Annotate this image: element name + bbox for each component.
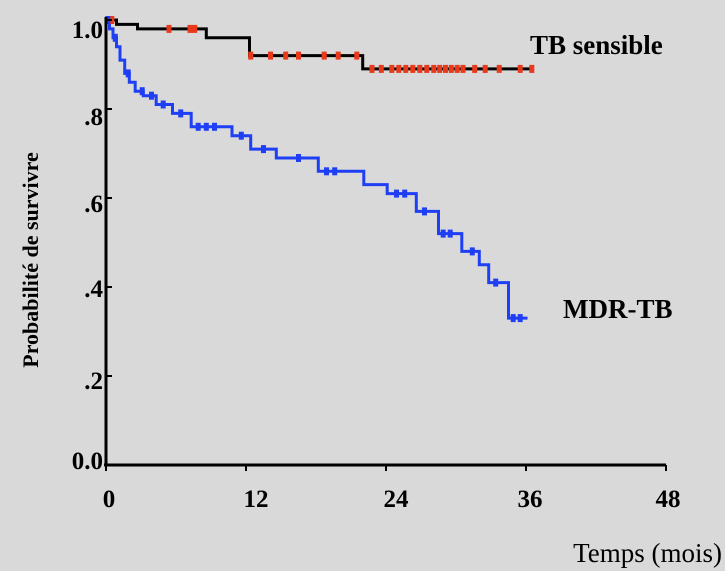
censor-mark-mdr-tb xyxy=(160,100,166,109)
x-tick-label: 36 xyxy=(518,486,543,513)
y-tick-label: 0.0 xyxy=(72,448,103,475)
censor-mark-tb-sensible xyxy=(248,51,254,60)
tick-marks-layer xyxy=(105,19,667,471)
y-tick-label: .4 xyxy=(84,276,103,303)
censor-mark-mdr-tb xyxy=(195,122,201,131)
x-tick-label: 48 xyxy=(656,486,681,513)
censor-mark-mdr-tb xyxy=(510,314,516,323)
censor-mark-tb-sensible xyxy=(268,51,273,60)
censor-mark-mdr-tb xyxy=(324,167,329,176)
censor-mark-tb-sensible xyxy=(166,24,172,33)
series-label-mdr-tb: MDR-TB xyxy=(563,294,673,324)
censor-mark-mdr-tb xyxy=(422,207,427,216)
censor-mark-tb-sensible xyxy=(369,64,375,73)
censor-mark-tb-sensible xyxy=(410,64,416,73)
x-tick-label: 12 xyxy=(244,486,269,513)
censor-mark-tb-sensible xyxy=(529,64,535,73)
x-tick-label: 24 xyxy=(384,486,410,513)
censor-mark-mdr-tb xyxy=(125,69,131,78)
censor-mark-tb-sensible xyxy=(354,51,360,60)
censor-mark-mdr-tb xyxy=(149,91,154,100)
censor-mark-tb-sensible xyxy=(187,24,193,33)
censor-mark-tb-sensible xyxy=(460,64,466,73)
censor-mark-mdr-tb xyxy=(402,189,408,198)
censor-mark-mdr-tb xyxy=(261,145,266,154)
censor-mark-mdr-tb xyxy=(238,131,244,140)
censor-mark-tb-sensible xyxy=(448,64,454,73)
censor-mark-tb-sensible xyxy=(378,64,384,73)
censor-mark-tb-sensible xyxy=(454,64,460,73)
curves-layer xyxy=(104,18,534,320)
censor-mark-mdr-tb xyxy=(212,122,217,131)
y-tick-label: .8 xyxy=(84,104,103,131)
censor-mark-mdr-tb xyxy=(332,167,338,176)
y-axis-label: Probabilité de survivre xyxy=(18,152,43,368)
y-tick-label: .2 xyxy=(84,368,103,395)
censor-mark-tb-sensible xyxy=(296,51,301,60)
censor-mark-tb-sensible xyxy=(192,24,198,33)
censor-mark-mdr-tb xyxy=(139,87,145,96)
x-tick-labels: 0 12 24 36 48 xyxy=(103,486,681,513)
series-label-tb-sensible: TB sensible xyxy=(530,30,663,60)
censor-mark-tb-sensible xyxy=(517,64,523,73)
censor-mark-tb-sensible xyxy=(496,64,502,73)
series-line-tb-sensible xyxy=(104,18,534,71)
censor-mark-tb-sensible xyxy=(283,51,289,60)
y-tick-label: 1.0 xyxy=(72,17,103,44)
censor-mark-tb-sensible xyxy=(482,64,488,73)
censor-mark-mdr-tb xyxy=(447,229,453,238)
censor-mark-tb-sensible xyxy=(335,51,341,60)
censor-mark-tb-sensible xyxy=(321,51,327,60)
series-line-mdr-tb xyxy=(104,18,528,320)
censor-mark-tb-sensible xyxy=(417,64,423,73)
x-axis-label: Temps (mois) xyxy=(573,538,722,568)
y-tick-labels: 0.0 .2 .4 .6 .8 1.0 xyxy=(72,17,104,475)
censor-mark-mdr-tb xyxy=(493,278,499,287)
censor-mark-mdr-tb xyxy=(469,247,475,256)
censor-mark-tb-sensible xyxy=(431,64,437,73)
censor-mark-mdr-tb xyxy=(112,33,118,42)
x-tick-label: 0 xyxy=(103,486,116,513)
censor-mark-mdr-tb xyxy=(178,109,184,118)
censor-mark-tb-sensible xyxy=(403,64,409,73)
censor-mark-tb-sensible xyxy=(396,64,402,73)
censor-mark-tb-sensible xyxy=(443,64,448,73)
censor-mark-tb-sensible xyxy=(424,64,430,73)
censor-mark-tb-sensible xyxy=(389,64,395,73)
censor-mark-mdr-tb xyxy=(394,189,399,198)
censor-mark-tb-sensible xyxy=(437,64,443,73)
censor-mark-tb-sensible xyxy=(472,64,478,73)
y-tick-label: .6 xyxy=(84,191,103,218)
censor-mark-mdr-tb xyxy=(296,154,301,162)
censor-mark-mdr-tb xyxy=(517,314,523,323)
censor-mark-mdr-tb xyxy=(440,229,446,238)
censor-mark-mdr-tb xyxy=(203,122,209,131)
